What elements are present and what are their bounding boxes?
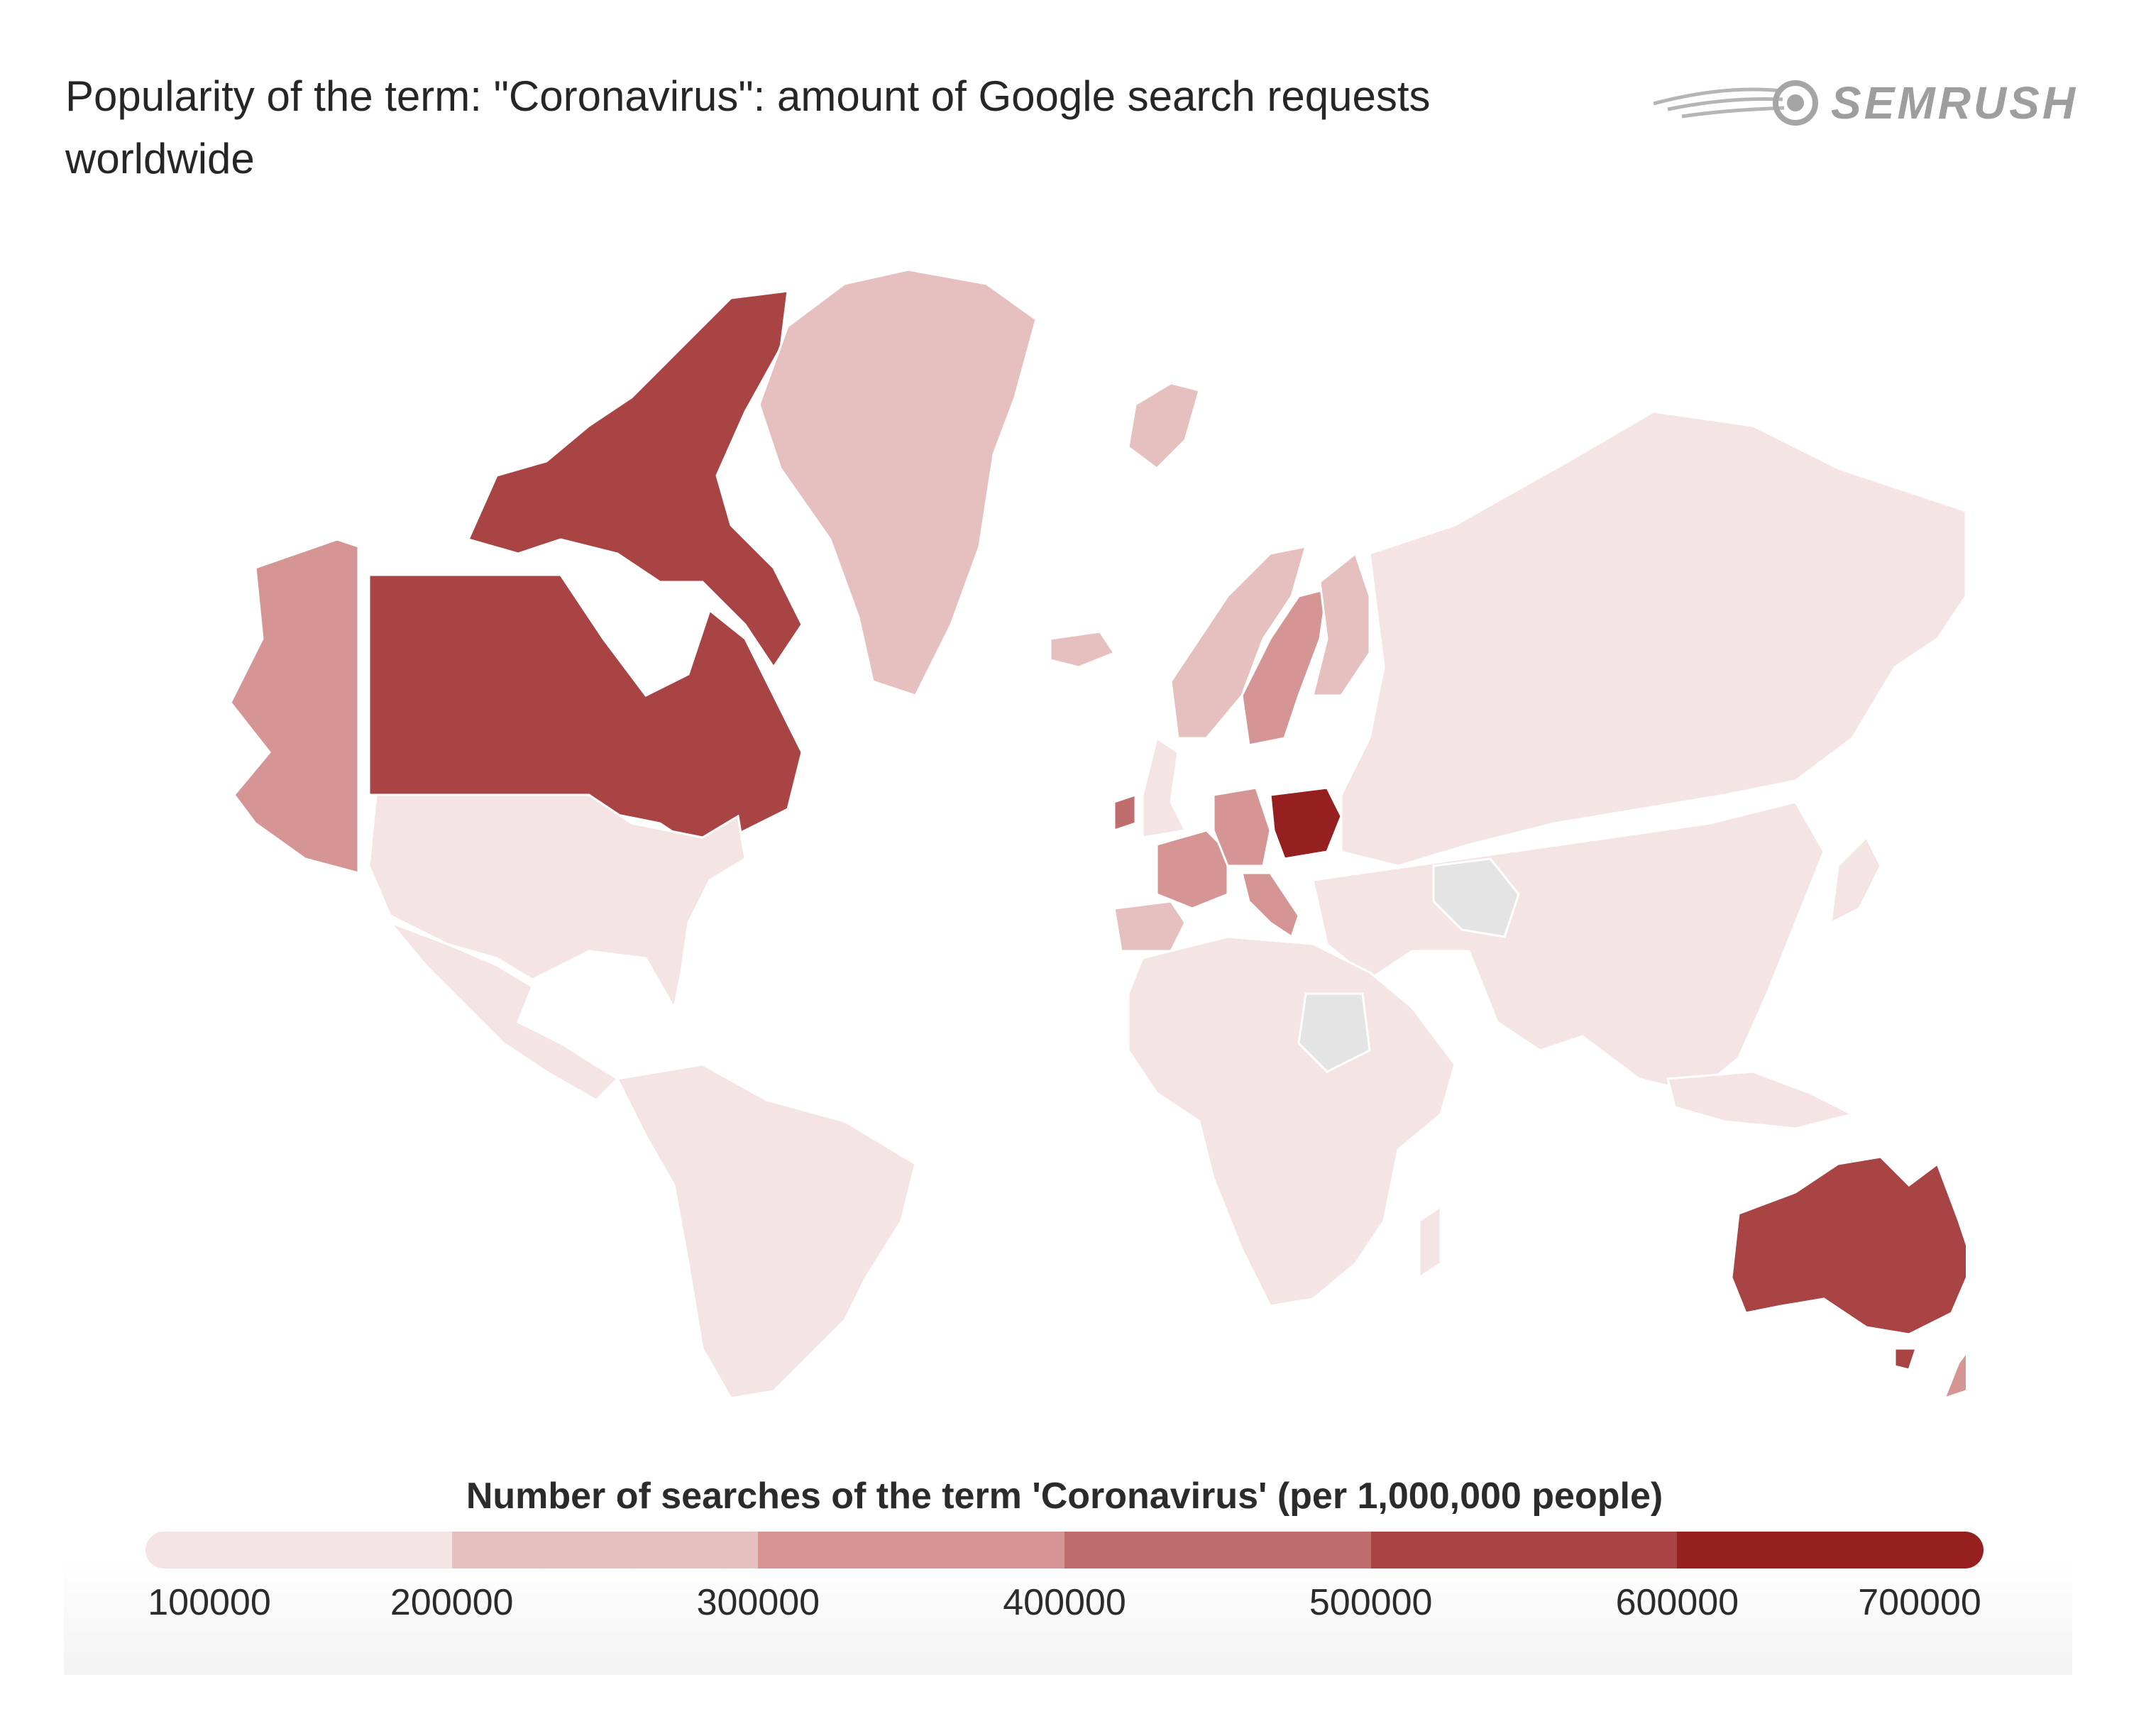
semrush-logo: SEMRUSH bbox=[1653, 71, 2079, 135]
legend-tick-label: 300000 bbox=[696, 1582, 820, 1623]
color-scale-bar bbox=[145, 1532, 1984, 1569]
world-map bbox=[229, 268, 1966, 1400]
legend-title: Number of searches of the term 'Coronavi… bbox=[466, 1476, 1663, 1517]
region-new-zealand[interactable] bbox=[1942, 1334, 1966, 1400]
semrush-wordmark: SEMRUSH bbox=[1831, 77, 2079, 128]
region-greenland[interactable] bbox=[758, 268, 1038, 697]
legend-swatch-5 bbox=[1370, 1532, 1678, 1569]
region-africa[interactable] bbox=[1127, 935, 1456, 1307]
region-japan[interactable] bbox=[1830, 835, 1882, 925]
legend-swatch-2 bbox=[451, 1532, 759, 1569]
region-poland[interactable] bbox=[1269, 786, 1343, 860]
region-canada-arctic-islands[interactable] bbox=[466, 290, 803, 669]
legend-tick-label: 200000 bbox=[390, 1582, 514, 1623]
region-france[interactable] bbox=[1155, 829, 1229, 910]
legend-tick-label: 700000 bbox=[1858, 1582, 1981, 1623]
legend-swatch-1 bbox=[145, 1532, 452, 1569]
region-uk[interactable] bbox=[1141, 736, 1187, 839]
region-south-america[interactable] bbox=[615, 1063, 917, 1400]
legend-panel bbox=[64, 1462, 2072, 1675]
chart-title: Popularity of the term: "Coronavirus": a… bbox=[65, 72, 1431, 182]
region-ireland[interactable] bbox=[1113, 793, 1137, 833]
region-australia[interactable] bbox=[1730, 1155, 1966, 1336]
legend-swatch-4 bbox=[1064, 1532, 1371, 1569]
legend-tick-label: 100000 bbox=[148, 1582, 271, 1623]
legend-swatch-6 bbox=[1677, 1532, 1984, 1569]
region-iceland[interactable] bbox=[1049, 630, 1116, 669]
region-southeast-asia-islands[interactable] bbox=[1666, 1070, 1856, 1130]
region-russia[interactable] bbox=[1340, 410, 1966, 867]
region-finland[interactable] bbox=[1311, 551, 1371, 697]
region-usa[interactable] bbox=[368, 793, 747, 1011]
region-tasmania[interactable] bbox=[1893, 1347, 1918, 1371]
legend-tick-label: 400000 bbox=[1003, 1582, 1126, 1623]
region-svalbard[interactable] bbox=[1127, 382, 1201, 470]
legend-tick-label: 500000 bbox=[1309, 1582, 1433, 1623]
region-iran[interactable] bbox=[1432, 857, 1520, 938]
region-iberia[interactable] bbox=[1113, 900, 1187, 952]
region-sweden[interactable] bbox=[1240, 588, 1328, 747]
region-alaska[interactable] bbox=[229, 538, 360, 874]
region-germany[interactable] bbox=[1212, 786, 1272, 867]
region-italy[interactable] bbox=[1240, 872, 1300, 939]
region-norway[interactable] bbox=[1170, 545, 1308, 740]
region-madagascar[interactable] bbox=[1418, 1204, 1442, 1280]
region-sudan[interactable] bbox=[1297, 992, 1371, 1073]
legend-swatch-3 bbox=[758, 1532, 1065, 1569]
comet-icon bbox=[1653, 80, 1818, 126]
legend-tick-label: 600000 bbox=[1615, 1582, 1739, 1623]
